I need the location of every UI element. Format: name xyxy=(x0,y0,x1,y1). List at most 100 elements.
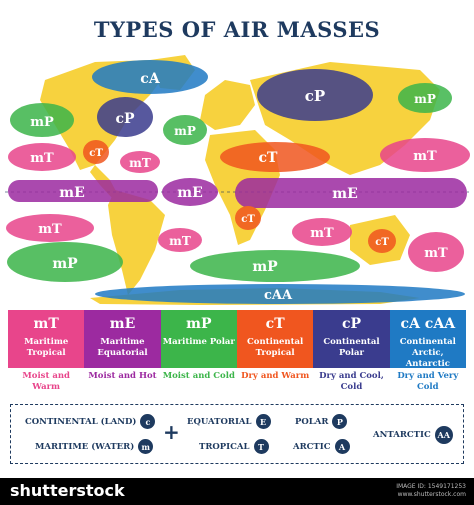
mT-blob-southwest xyxy=(6,214,94,242)
cT-blob-north-america xyxy=(83,140,109,164)
legend-code: mE xyxy=(109,316,136,332)
shutterstock-logo: shutterstock xyxy=(10,481,125,500)
legend-name: Continental Tropical xyxy=(247,337,304,358)
key-antarctic-label: ANTARCTIC xyxy=(373,430,431,440)
mP-label-northeast: mP xyxy=(414,92,436,106)
legend-name: Maritime Tropical xyxy=(24,337,69,358)
mT-label-southeast: mT xyxy=(424,246,448,261)
legend-code: mT xyxy=(33,316,59,332)
symbol-key: CONTINENTAL (LAND) c MARITIME (WATER) m … xyxy=(10,404,464,464)
cP-blob-north-america xyxy=(97,97,153,137)
legend-name: Maritime Polar xyxy=(162,337,235,347)
key-tropical-label: TROPICAL xyxy=(199,441,250,452)
air-mass-blobs xyxy=(6,60,470,304)
key-continental-label: CONTINENTAL (LAND) xyxy=(25,416,137,427)
legend-name: Continental Polar xyxy=(323,337,380,358)
legend-descriptions: Moist and Warm Moist and Hot Moist and C… xyxy=(8,371,466,393)
legend-code: mP xyxy=(186,316,212,332)
key-maritime-symbol: m xyxy=(138,439,154,454)
key-maritime-label: MARITIME (WATER) xyxy=(35,441,135,452)
key-equatorial-label: EQUATORIAL xyxy=(187,416,252,427)
mT-blob-south-atlantic xyxy=(158,228,202,252)
mT-blob-east xyxy=(380,138,470,172)
cA-label: cA xyxy=(140,71,161,87)
mP-label-south: mP xyxy=(252,259,278,275)
mP-label-northwest: mP xyxy=(30,115,54,130)
desc-mP: Moist and Cold xyxy=(162,371,235,381)
image-id-text: IMAGE ID: 1549171253 xyxy=(396,483,466,490)
cT-label-south-africa: cT xyxy=(241,214,255,225)
key-arctic: ARCTIC A xyxy=(293,439,350,454)
desc-mT: Moist and Warm xyxy=(22,371,70,392)
world-map: cA cP cP mP mP mP mT mT mT cT cT mE mE m… xyxy=(5,55,470,305)
mP-blob-northeast xyxy=(398,83,452,113)
key-tropical: TROPICAL T xyxy=(199,439,269,454)
mT-blob-indian-ocean xyxy=(292,218,352,246)
key-polar-symbol: P xyxy=(332,414,348,429)
desc-mE: Moist and Hot xyxy=(88,371,157,381)
mT-label-southwest: mT xyxy=(38,222,62,237)
legend-code: cP xyxy=(341,316,361,332)
mT-label-south-atlantic: mT xyxy=(169,234,191,248)
mE-label-central: mE xyxy=(177,185,202,201)
cA-blob xyxy=(92,60,208,94)
key-continental: CONTINENTAL (LAND) c xyxy=(25,414,156,429)
desc-cA: Dry and Very Cold xyxy=(397,371,459,392)
key-antarctic-symbol: AA xyxy=(434,426,453,444)
mT-label-gulf: mT xyxy=(129,156,151,170)
legend-cell-mP: mP Maritime Polar xyxy=(160,310,237,368)
mE-band-east xyxy=(235,178,467,208)
legend-name: Continental Arctic, Antarctic xyxy=(399,337,456,369)
footer-bar: shutterstock IMAGE ID: 1549171253 www.sh… xyxy=(0,478,474,505)
cP-blob-asia xyxy=(257,69,373,121)
key-continental-symbol: c xyxy=(140,414,156,429)
mE-label-west: mE xyxy=(59,185,84,201)
mE-blob-central xyxy=(162,178,218,206)
legend-cell-mE: mE Maritime Equatorial xyxy=(84,310,161,368)
legend-cell-cA: cA cAA Continental Arctic, Antarctic xyxy=(389,310,466,369)
legend-cell-mT: mT Maritime Tropical xyxy=(8,310,85,368)
mT-blob-southeast xyxy=(408,232,464,272)
mE-band-west xyxy=(8,180,158,202)
mT-label-east: mT xyxy=(413,149,437,164)
map-labels: cA cP cP mP mP mP mT mT mT cT cT mE mE m… xyxy=(30,71,448,303)
plus-icon: + xyxy=(163,420,180,444)
key-arctic-symbol: A xyxy=(334,439,350,454)
key-tropical-symbol: T xyxy=(253,439,269,454)
mP-blob-southwest xyxy=(7,242,123,282)
cT-blob-south-africa xyxy=(235,206,261,230)
key-arctic-label: ARCTIC xyxy=(293,441,331,452)
desc-cP: Dry and Cool, Cold xyxy=(319,371,384,392)
mP-blob-south xyxy=(190,250,360,282)
legend-name: Maritime Equatorial xyxy=(97,337,148,358)
cT-label-africa-asia: cT xyxy=(259,150,279,166)
key-polar: POLAR P xyxy=(295,414,348,429)
page-title: TYPES OF AIR MASSES xyxy=(93,17,381,42)
legend-code: cT xyxy=(265,316,285,332)
mE-label-east: mE xyxy=(332,186,357,202)
legend-cell-cP: cP Continental Polar xyxy=(313,310,390,368)
mT-blob-gulf xyxy=(120,151,160,173)
cP-label-north-america: cP xyxy=(115,111,135,127)
cAA-blob xyxy=(95,284,465,304)
mP-blob-north-atlantic xyxy=(163,115,207,145)
desc-cT: Dry and Warm xyxy=(241,371,310,381)
key-equatorial: EQUATORIAL E xyxy=(187,414,271,429)
mT-blob-west xyxy=(8,143,76,171)
key-polar-label: POLAR xyxy=(295,416,329,427)
legend-row: mT Maritime Tropical mE Maritime Equator… xyxy=(8,310,466,369)
cT-blob-africa-asia xyxy=(220,142,330,172)
legend-code: cA cAA xyxy=(400,316,456,332)
footer-id: IMAGE ID: 1549171253 www.shutterstock.co… xyxy=(396,483,466,499)
cT-label-north-america: cT xyxy=(89,148,103,159)
cT-blob-australia xyxy=(368,229,396,253)
europe-land xyxy=(200,80,255,130)
cAA-label: cAA xyxy=(264,288,293,303)
cT-label-australia: cT xyxy=(375,237,389,248)
mT-label-west: mT xyxy=(30,151,54,166)
mP-blob-northwest xyxy=(10,103,74,137)
key-maritime: MARITIME (WATER) m xyxy=(35,439,154,454)
key-antarctic: ANTARCTIC AA xyxy=(373,426,453,444)
mP-label-southwest: mP xyxy=(52,256,78,272)
south-america-land xyxy=(108,190,165,295)
